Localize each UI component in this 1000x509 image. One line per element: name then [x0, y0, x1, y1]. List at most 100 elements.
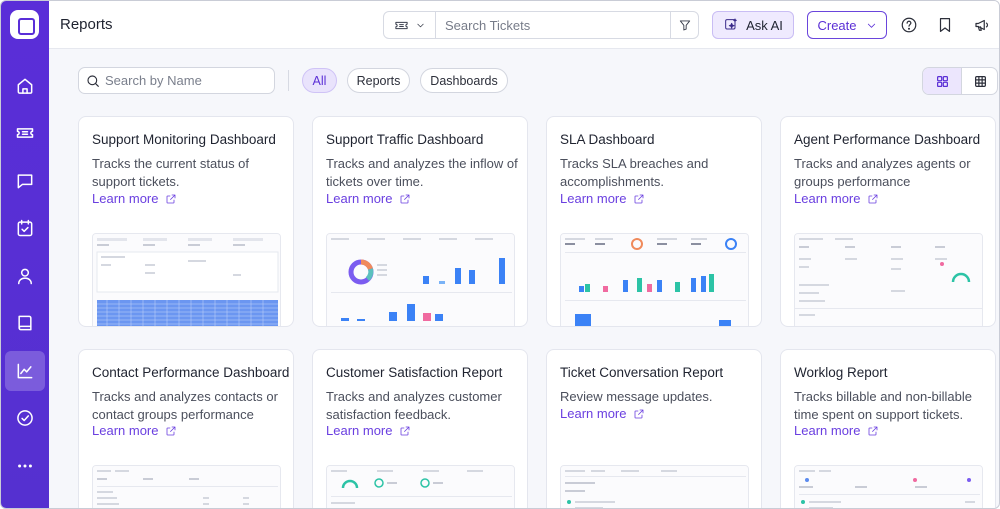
learn-more-link[interactable]: Learn more — [92, 191, 177, 206]
grid-icon — [936, 75, 948, 87]
create-label: Create — [817, 17, 857, 33]
chevron-down-icon — [867, 23, 875, 28]
search-type-dropdown[interactable] — [384, 12, 436, 38]
report-card[interactable]: Agent Performance Dashboard Tracks and a… — [780, 116, 996, 327]
ticket-search — [383, 11, 699, 39]
learn-more-label: Learn more — [92, 191, 159, 206]
report-card[interactable]: SLA Dashboard Tracks SLA breaches and ac… — [546, 116, 762, 327]
search-by-name-input[interactable] — [105, 68, 270, 93]
chip-dashboards[interactable]: Dashboards — [420, 68, 508, 93]
sidebar-item-conversations[interactable] — [5, 161, 45, 201]
card-title: Contact Performance Dashboard — [92, 365, 290, 380]
app-logo[interactable] — [10, 10, 39, 39]
chip-all[interactable]: All — [302, 68, 337, 93]
table-view-button[interactable] — [961, 68, 997, 94]
bookmark-icon — [939, 18, 951, 32]
table-icon — [975, 75, 986, 87]
card-description: Tracks billable and non-billable time sp… — [794, 389, 973, 422]
sidebar-item-approvals[interactable] — [5, 398, 45, 438]
grid-view-button[interactable] — [923, 68, 961, 94]
ask-ai-label: Ask AI — [746, 17, 783, 33]
sidebar-item-reports[interactable] — [5, 351, 45, 391]
chip-reports[interactable]: Reports — [347, 68, 410, 93]
external-link-icon — [401, 194, 410, 203]
user-icon — [18, 268, 32, 285]
search-icon — [87, 75, 99, 87]
learn-more-link[interactable]: Learn more — [326, 423, 411, 438]
external-link-icon — [401, 426, 410, 435]
learn-more-link[interactable]: Learn more — [92, 423, 177, 438]
filter-divider — [288, 70, 289, 91]
report-card[interactable]: Customer Satisfaction Report Tracks and … — [312, 349, 528, 508]
name-search — [78, 67, 275, 94]
learn-more-label: Learn more — [794, 191, 861, 206]
ask-ai-button[interactable]: Ask AI — [712, 11, 794, 39]
bookmark-button[interactable] — [935, 15, 955, 35]
ticket-icon — [16, 128, 34, 138]
top-bar: Reports Ask AI Create — [49, 1, 999, 49]
chevron-down-icon — [416, 23, 424, 27]
dashboard-preview — [794, 233, 983, 326]
external-link-icon — [635, 409, 644, 418]
card-title: Ticket Conversation Report — [560, 365, 724, 380]
card-title: Support Traffic Dashboard — [326, 132, 484, 147]
dashboard-preview — [794, 465, 983, 508]
card-title: Customer Satisfaction Report — [326, 365, 503, 380]
dashboard-preview — [92, 233, 281, 326]
sidebar-item-knowledge-base[interactable] — [5, 303, 45, 343]
learn-more-link[interactable]: Learn more — [326, 191, 411, 206]
sidebar — [1, 1, 49, 508]
card-description: Review message updates. — [560, 389, 713, 404]
card-description: Tracks the current status of support tic… — [92, 156, 250, 189]
help-button[interactable] — [899, 15, 919, 35]
ticket-icon — [394, 21, 408, 29]
more-dots-icon — [18, 464, 32, 468]
learn-more-label: Learn more — [560, 406, 627, 421]
sidebar-item-contacts[interactable] — [5, 256, 45, 296]
learn-more-link[interactable]: Learn more — [560, 191, 645, 206]
card-description: Tracks and analyzes the inflow of ticket… — [326, 156, 518, 189]
sidebar-item-tickets[interactable] — [5, 113, 45, 153]
learn-more-label: Learn more — [326, 423, 393, 438]
filter-icon — [679, 20, 690, 31]
card-description: Tracks and analyzes contacts or contact … — [92, 389, 278, 422]
external-link-icon — [635, 194, 644, 203]
sidebar-item-tasks[interactable] — [5, 208, 45, 248]
view-toggle — [922, 67, 998, 95]
dashboard-preview — [326, 233, 515, 326]
announcements-button[interactable] — [972, 15, 992, 35]
report-card[interactable]: Worklog Report Tracks billable and non-b… — [780, 349, 996, 508]
filter-button[interactable] — [670, 12, 698, 38]
check-circle-icon — [17, 410, 33, 426]
chat-icon — [17, 174, 33, 189]
create-button[interactable]: Create — [807, 11, 887, 39]
page-title: Reports — [60, 16, 113, 33]
help-icon — [901, 17, 917, 33]
card-title: SLA Dashboard — [560, 132, 655, 147]
card-description: Tracks SLA breaches and accomplishments. — [560, 156, 709, 189]
learn-more-label: Learn more — [92, 423, 159, 438]
home-icon — [17, 78, 33, 94]
external-link-icon — [167, 426, 176, 435]
dashboard-preview — [92, 465, 281, 508]
sidebar-item-more[interactable] — [5, 446, 45, 486]
learn-more-label: Learn more — [326, 191, 393, 206]
dashboard-preview — [560, 233, 749, 326]
external-link-icon — [167, 194, 176, 203]
card-title: Worklog Report — [794, 365, 888, 380]
card-description: Tracks and analyzes agents or groups per… — [794, 156, 971, 189]
sidebar-item-home[interactable] — [5, 66, 45, 106]
report-card[interactable]: Support Monitoring Dashboard Tracks the … — [78, 116, 294, 327]
learn-more-link[interactable]: Learn more — [794, 423, 879, 438]
report-card[interactable]: Contact Performance Dashboard Tracks and… — [78, 349, 294, 508]
report-card[interactable]: Ticket Conversation Report Review messag… — [546, 349, 762, 508]
sparkle-icon — [725, 18, 737, 30]
learn-more-link[interactable]: Learn more — [794, 191, 879, 206]
book-icon — [18, 315, 32, 331]
dashboard-preview — [326, 465, 515, 508]
calendar-check-icon — [17, 219, 33, 237]
external-link-icon — [869, 194, 878, 203]
search-tickets-input[interactable] — [437, 12, 672, 38]
report-card[interactable]: Support Traffic Dashboard Tracks and ana… — [312, 116, 528, 327]
learn-more-link[interactable]: Learn more — [560, 406, 645, 421]
